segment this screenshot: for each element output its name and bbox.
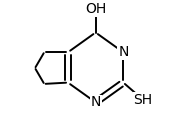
Text: SH: SH (134, 93, 153, 107)
Text: N: N (118, 45, 129, 59)
Text: N: N (90, 95, 101, 109)
Text: OH: OH (85, 2, 106, 16)
